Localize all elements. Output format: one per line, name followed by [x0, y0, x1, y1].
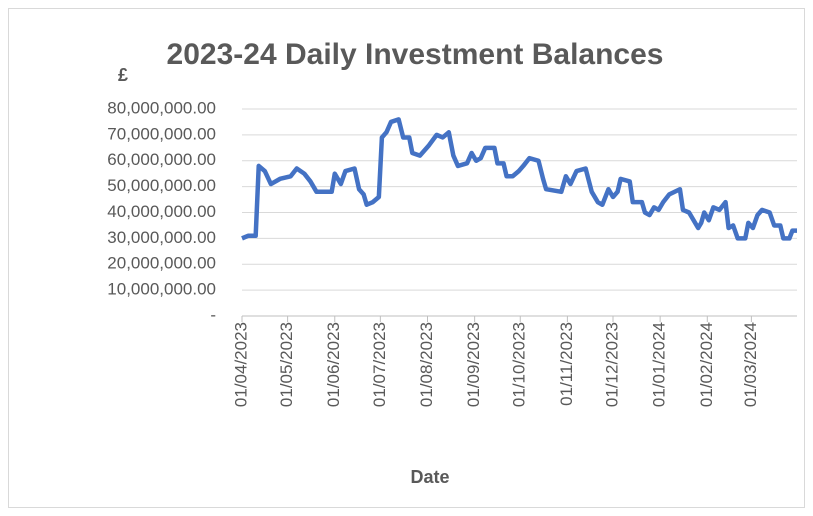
x-tick-label: 01/05/2023 — [277, 322, 296, 407]
y-tick-label: 10,000,000.00 — [107, 280, 216, 299]
x-tick-label: 01/09/2023 — [464, 322, 483, 407]
x-tick-label: 01/12/2023 — [602, 322, 621, 407]
x-tick-label: 01/11/2023 — [557, 322, 576, 406]
x-tick-label: 01/03/2024 — [741, 322, 760, 407]
data-line — [241, 117, 797, 241]
y-tick-label: 30,000,000.00 — [107, 228, 216, 247]
x-tick-label: 01/01/2024 — [650, 322, 669, 407]
x-tick-label: 01/10/2023 — [510, 322, 529, 407]
x-tick-label: 01/04/2023 — [231, 322, 250, 407]
x-tick-label: 01/07/2023 — [370, 322, 389, 407]
y-tick-label: 20,000,000.00 — [107, 254, 216, 273]
x-tick-label: 01/02/2024 — [697, 322, 716, 407]
chart-border — [8, 8, 805, 508]
x-tick-label: 01/08/2023 — [417, 322, 436, 407]
y-tick-label: 60,000,000.00 — [107, 150, 216, 169]
chart-title: 2023-24 Daily Investment Balances — [167, 38, 664, 71]
y-tick-label: 50,000,000.00 — [107, 176, 216, 195]
y-tick-label: 40,000,000.00 — [107, 202, 216, 221]
y-tick-label: 70,000,000.00 — [107, 124, 216, 143]
x-tick-label: 01/06/2023 — [324, 322, 343, 407]
y-axis-label: £ — [118, 65, 128, 85]
y-tick-label: 80,000,000.00 — [107, 98, 216, 117]
x-axis-label: Date — [410, 467, 449, 487]
y-tick-label: - — [210, 305, 216, 324]
